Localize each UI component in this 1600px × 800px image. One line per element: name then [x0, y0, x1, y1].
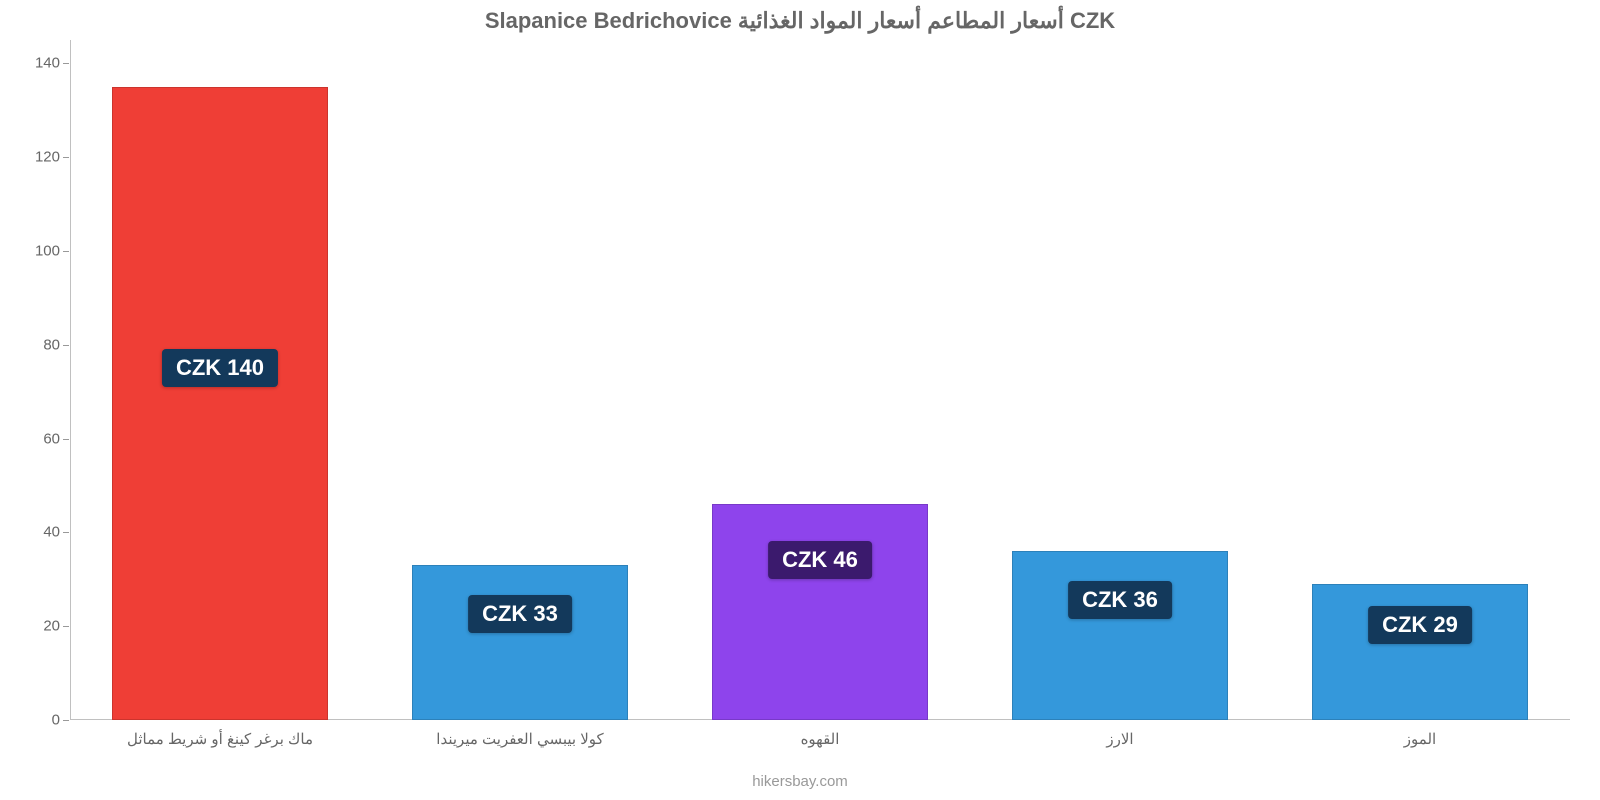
bars-container: CZK 140 CZK 33 CZK 46 CZK 36 CZK 29	[70, 40, 1570, 720]
y-tick	[63, 345, 69, 346]
y-tick	[63, 439, 69, 440]
y-tick-label: 0	[10, 712, 60, 729]
y-tick	[63, 532, 69, 533]
bar	[112, 87, 328, 720]
y-tick	[63, 63, 69, 64]
bar	[1312, 584, 1528, 720]
bar-slot: CZK 29	[1270, 40, 1570, 720]
bar	[412, 565, 628, 720]
bar	[712, 504, 928, 720]
bar-value-label: CZK 140	[162, 349, 278, 387]
bar-slot: CZK 46	[670, 40, 970, 720]
x-axis-labels: ماك برغر كينغ أو شريط مماثلكولا بيبسي ال…	[70, 726, 1570, 756]
bar-value-label: CZK 29	[1368, 606, 1472, 644]
y-tick	[63, 626, 69, 627]
bar-value-label: CZK 33	[468, 595, 572, 633]
plot-area: CZK 140CZK 33CZK 46CZK 36CZK 29 02040608…	[70, 40, 1570, 720]
y-tick	[63, 251, 69, 252]
y-tick-label: 140	[10, 55, 60, 72]
y-tick-label: 20	[10, 618, 60, 635]
y-tick-label: 120	[10, 149, 60, 166]
x-tick-label: القهوه	[670, 730, 970, 748]
y-tick-label: 40	[10, 524, 60, 541]
bar-slot: CZK 140	[70, 40, 370, 720]
y-tick	[63, 720, 69, 721]
bar	[1012, 551, 1228, 720]
bar-slot: CZK 36	[970, 40, 1270, 720]
y-tick	[63, 157, 69, 158]
x-tick-label: ماك برغر كينغ أو شريط مماثل	[70, 730, 370, 748]
footer-attribution: hikersbay.com	[0, 773, 1600, 790]
bar-value-label: CZK 36	[1068, 581, 1172, 619]
chart-title: Slapanice Bedrichovice أسعار المطاعم أسع…	[0, 0, 1600, 40]
bar-value-label: CZK 46	[768, 541, 872, 579]
x-tick-label: الموز	[1270, 730, 1570, 748]
y-tick-label: 80	[10, 336, 60, 353]
y-tick-label: 100	[10, 243, 60, 260]
bar-slot: CZK 33	[370, 40, 670, 720]
y-tick-label: 60	[10, 430, 60, 447]
x-tick-label: كولا بيبسي العفريت ميريندا	[370, 730, 670, 748]
x-tick-label: الارز	[970, 730, 1270, 748]
